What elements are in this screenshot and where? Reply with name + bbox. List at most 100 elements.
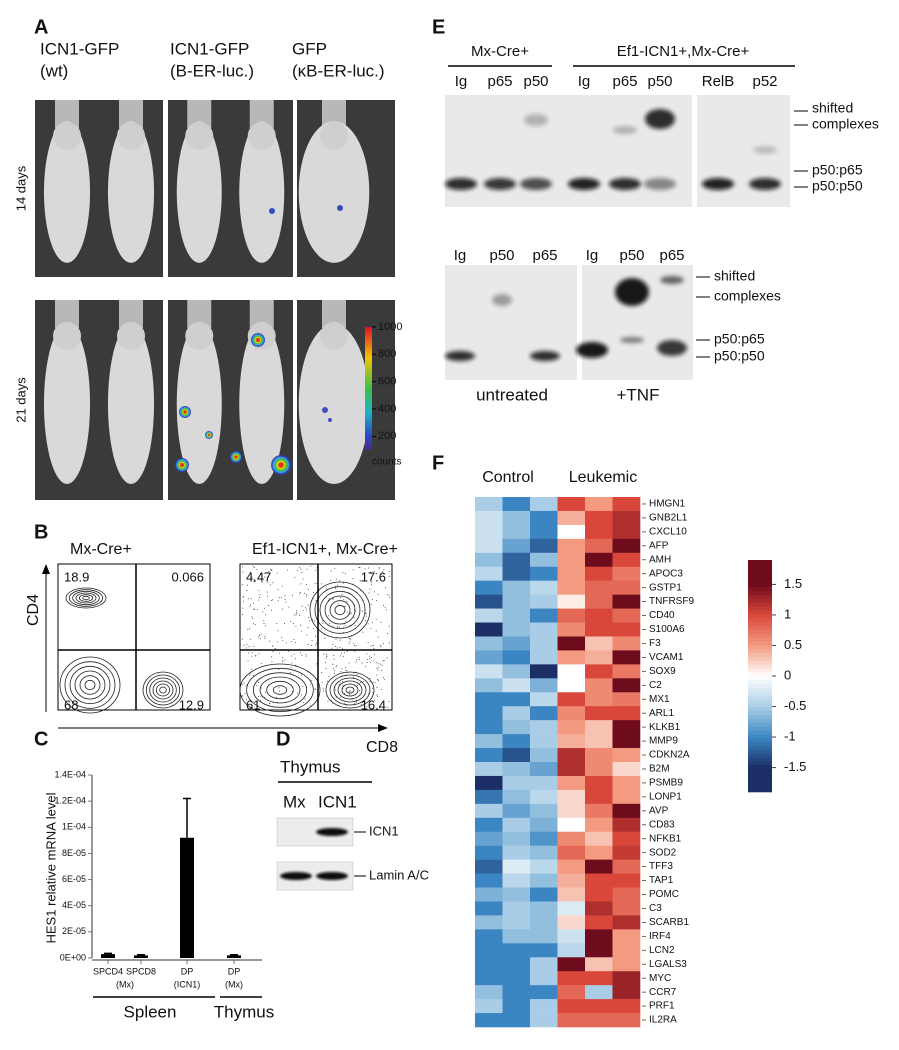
contour [84,679,96,691]
heatmap-cell [585,985,613,1000]
colorbar-segment [748,606,772,611]
colorbar-tick-label: -1 [784,728,796,743]
event-dot [276,622,278,624]
event-dot [262,611,264,613]
event-dot [324,637,326,639]
event-dot [354,625,356,627]
heatmap-cell [502,524,531,540]
event-dot [322,622,324,624]
heatmap-cell [585,538,613,554]
event-dot [282,659,284,661]
heatmap-cell [585,859,613,874]
event-dot [282,661,284,663]
event-dot [369,681,371,683]
gene-label: SOD2 [649,847,677,858]
event-dot [385,609,387,611]
heatmap-cell [502,845,531,860]
signal-spot [328,418,332,422]
heatmap-cell [557,720,586,735]
event-dot [333,667,335,669]
band [530,351,560,361]
event-dot [241,584,243,586]
heatmap-cell [475,873,503,888]
contour [239,663,321,717]
heatmap-cell [612,692,641,707]
event-dot [377,636,379,638]
event-dot [342,631,344,633]
heatmap-cell [530,734,558,749]
event-dot [350,612,352,614]
event-dot [355,645,357,647]
heatmap-cell [530,859,558,874]
event-dot [345,605,347,607]
event-dot [371,572,373,574]
event-dot [252,675,254,677]
quadrant-percent: 12.9 [179,697,204,712]
heatmap-cell [612,859,641,874]
lane-label: Ig [586,247,599,264]
contour [78,594,94,602]
contour [72,590,100,606]
heatmap-cell [612,1013,641,1028]
colorbar-segment [748,676,772,681]
event-dot [326,655,328,657]
gene-label: IRF4 [649,931,671,942]
heatmap-cell [612,678,641,693]
contour [325,671,375,709]
heatmap-cell [612,817,641,833]
event-dot [315,570,317,572]
mouse-head [185,122,214,150]
event-dot [296,569,298,571]
event-dot [345,620,347,622]
heatmap-cell [585,622,613,637]
event-dot [371,581,373,583]
event-dot [339,682,341,684]
signal-spot [207,433,211,437]
event-dot [345,669,347,671]
event-dot [334,567,336,569]
heatmap-cell [557,524,586,540]
heatmap-cell [585,762,613,777]
heatmap-cell [502,497,531,512]
event-dot [291,594,293,596]
blot-title: Thymus [280,757,340,776]
event-dot [388,596,390,598]
gene-label: MX1 [649,694,670,705]
x-sublabel: (Mx) [225,979,243,989]
colorbar-segment [748,610,772,615]
column-header: (κB-ER-luc.) [292,61,385,80]
heatmap-cell [557,985,586,1000]
heatmap-cell [612,566,641,581]
event-dot [341,680,343,682]
mouse-head [320,122,348,150]
contour [319,590,361,630]
event-dot [333,658,335,660]
heatmap-cell [612,664,641,679]
colorbar-segment [748,668,772,673]
event-dot [321,681,323,683]
colorbar-segment [748,648,772,654]
event-dot [270,609,272,611]
event-dot [384,606,386,608]
mouse-head [53,322,81,350]
event-dot [276,696,278,698]
signal-spot [322,407,328,413]
heatmap-cell [557,831,586,846]
event-dot [327,700,329,702]
event-dot [296,610,298,612]
heatmap-cell [475,692,503,707]
event-dot [307,643,309,645]
event-dot [312,628,314,630]
heatmap-cell [585,524,613,540]
event-dot [249,674,251,676]
x-sublabel: (ICN1) [174,979,201,989]
gene-label: CD40 [649,610,675,621]
contour [59,656,121,714]
colorbar-segment [748,614,772,619]
contour [65,587,107,609]
event-dot [241,638,243,640]
event-dot [256,609,258,611]
event-dot [349,691,351,693]
heatmap-cell [502,817,531,833]
colorbar-segment [748,710,772,715]
